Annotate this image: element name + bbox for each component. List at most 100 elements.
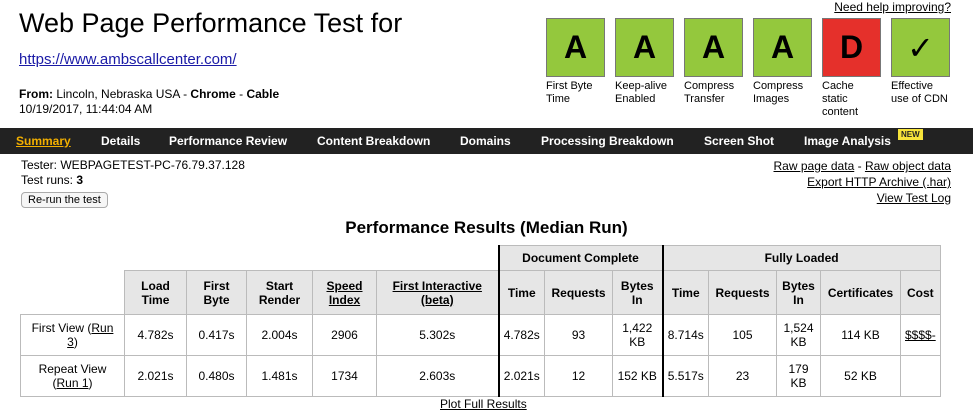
results-nav-bar: Summary Details Performance Review Conte… (0, 128, 973, 154)
test-runs-value: 3 (76, 173, 84, 187)
header-doc-requests: Requests (544, 270, 613, 315)
cell-start-render: 2.004s (246, 314, 313, 356)
grade-label: First Byte Time (546, 80, 593, 105)
run-link[interactable]: Run 1 (56, 376, 89, 390)
header-doc-time: Time (497, 270, 545, 315)
grade-label: Compress Images (753, 80, 804, 105)
tab-image-analysis[interactable]: Image Analysis (804, 134, 891, 148)
header-certificates: Certificates (820, 270, 901, 315)
grade-keep-alive[interactable]: A Keep-alive Enabled (615, 18, 674, 119)
export-har-link[interactable]: Export HTTP Archive (.har) (807, 175, 951, 189)
grade-box: D (822, 18, 881, 77)
row-label-text: Repeat View ( (38, 362, 107, 390)
grade-cache-static[interactable]: D Cache static content (822, 18, 881, 119)
from-label: From: (19, 87, 53, 101)
raw-page-data-link[interactable]: Raw page data (773, 159, 855, 173)
cell-speed-index: 1734 (312, 355, 377, 397)
grade-cdn[interactable]: ✓ Effective use of CDN (891, 18, 950, 119)
header-doc-bytes: Bytes In (612, 270, 664, 315)
header-first-interactive[interactable]: First Interactive (beta) (376, 270, 499, 315)
tester-value: WEBPAGETEST-PC-76.79.37.128 (60, 158, 245, 172)
table-row: First View (Run 3) 4.782s 0.417s 2.004s … (20, 314, 941, 356)
raw-object-data-link[interactable]: Raw object data (864, 159, 951, 173)
cell-doc-requests: 12 (544, 355, 613, 397)
header-cost: Cost (900, 270, 941, 315)
tab-performance-review[interactable]: Performance Review (169, 134, 288, 148)
row-label-end: ) (88, 376, 93, 390)
cell-full-requests: 23 (708, 355, 777, 397)
grade-box: A (546, 18, 605, 77)
row-label: First View (Run 3) (20, 314, 125, 356)
grade-label: Keep-alive Enabled (615, 80, 667, 105)
cell-doc-bytes: 1,422 KB (612, 314, 664, 356)
tab-domains[interactable]: Domains (460, 134, 511, 148)
grade-first-byte[interactable]: A First Byte Time (546, 18, 605, 119)
test-datetime: 10/19/2017, 11:44:04 AM (19, 102, 153, 116)
cell-full-bytes: 179 KB (776, 355, 821, 397)
header-full-bytes: Bytes In (776, 270, 821, 315)
cell-full-bytes: 1,524 KB (776, 314, 821, 356)
view-test-log-link[interactable]: View Test Log (876, 191, 951, 205)
checkmark-icon: ✓ (891, 18, 950, 77)
grade-label: Effective use of CDN (891, 80, 948, 105)
cell-doc-time: 4.782s (497, 314, 545, 356)
header-load-time: Load Time (124, 270, 187, 315)
browser-name: Chrome (190, 87, 236, 101)
rerun-test-button[interactable]: Re-run the test (21, 192, 108, 208)
grade-box: A (615, 18, 674, 77)
header-first-byte: First Byte (186, 270, 247, 315)
cell-speed-index: 2906 (312, 314, 377, 356)
test-runs-label: Test runs: (21, 173, 74, 187)
tab-content-breakdown[interactable]: Content Breakdown (317, 134, 431, 148)
cell-first-interactive: 5.302s (376, 314, 499, 356)
cell-full-requests: 105 (708, 314, 777, 356)
separator: - (239, 87, 244, 101)
document-complete-header: Document Complete (497, 245, 664, 271)
empty-header-cell (20, 245, 499, 271)
need-help-link[interactable]: Need help improving? (834, 0, 951, 14)
cell-start-render: 1.481s (246, 355, 313, 397)
cell-full-time: 8.714s (662, 314, 709, 356)
cell-certificates: 114 KB (820, 314, 901, 356)
plot-full-results-link[interactable]: Plot Full Results (440, 397, 527, 411)
page-title: Web Page Performance Test for (19, 8, 403, 38)
header-speed-index[interactable]: Speed Index (312, 270, 377, 315)
row-label-text: First View ( (31, 321, 92, 335)
row-label-end: ) (73, 335, 78, 349)
header-full-requests: Requests (708, 270, 777, 315)
grade-label: Cache static content (822, 80, 859, 118)
empty-header-cell (20, 270, 125, 315)
cell-certificates: 52 KB (820, 355, 901, 397)
table-row: Repeat View (Run 1) 2.021s 0.480s 1.481s… (20, 355, 941, 397)
cell-load-time: 2.021s (124, 355, 187, 397)
export-links: Raw page data - Raw object data Export H… (774, 158, 951, 206)
test-location-info: From: Lincoln, Nebraska USA - Chrome - C… (19, 87, 279, 117)
grade-box: A (684, 18, 743, 77)
cell-first-byte: 0.480s (186, 355, 247, 397)
header-start-render: Start Render (246, 270, 313, 315)
grade-compress-images[interactable]: A Compress Images (753, 18, 812, 119)
tab-screen-shot[interactable]: Screen Shot (704, 134, 775, 148)
performance-results-table: Document Complete Fully Loaded Load Time… (20, 245, 941, 397)
cell-doc-bytes: 152 KB (612, 355, 664, 397)
tab-summary[interactable]: Summary (16, 134, 71, 148)
tab-processing-breakdown[interactable]: Processing Breakdown (541, 134, 674, 148)
grade-box: A (753, 18, 812, 77)
grade-compress-transfer[interactable]: A Compress Transfer (684, 18, 743, 119)
optimization-grades: A First Byte Time A Keep-alive Enabled A… (546, 18, 960, 119)
grade-label: Compress Transfer (684, 80, 735, 105)
cell-load-time: 4.782s (124, 314, 187, 356)
cost-link[interactable]: $$$$- (900, 314, 941, 356)
tab-details[interactable]: Details (101, 134, 141, 148)
row-label: Repeat View (Run 1) (20, 355, 125, 397)
cell-full-time: 5.517s (662, 355, 709, 397)
cell-first-byte: 0.417s (186, 314, 247, 356)
cell-cost (900, 355, 941, 397)
tester-label: Tester: (21, 158, 58, 172)
connection-type: Cable (246, 87, 280, 101)
tested-url-link[interactable]: https://www.ambscallcenter.com/ (19, 51, 237, 68)
run-link[interactable]: Run 3 (67, 321, 114, 349)
header-full-time: Time (662, 270, 709, 315)
cell-doc-requests: 93 (544, 314, 613, 356)
new-badge: NEW (898, 129, 923, 140)
